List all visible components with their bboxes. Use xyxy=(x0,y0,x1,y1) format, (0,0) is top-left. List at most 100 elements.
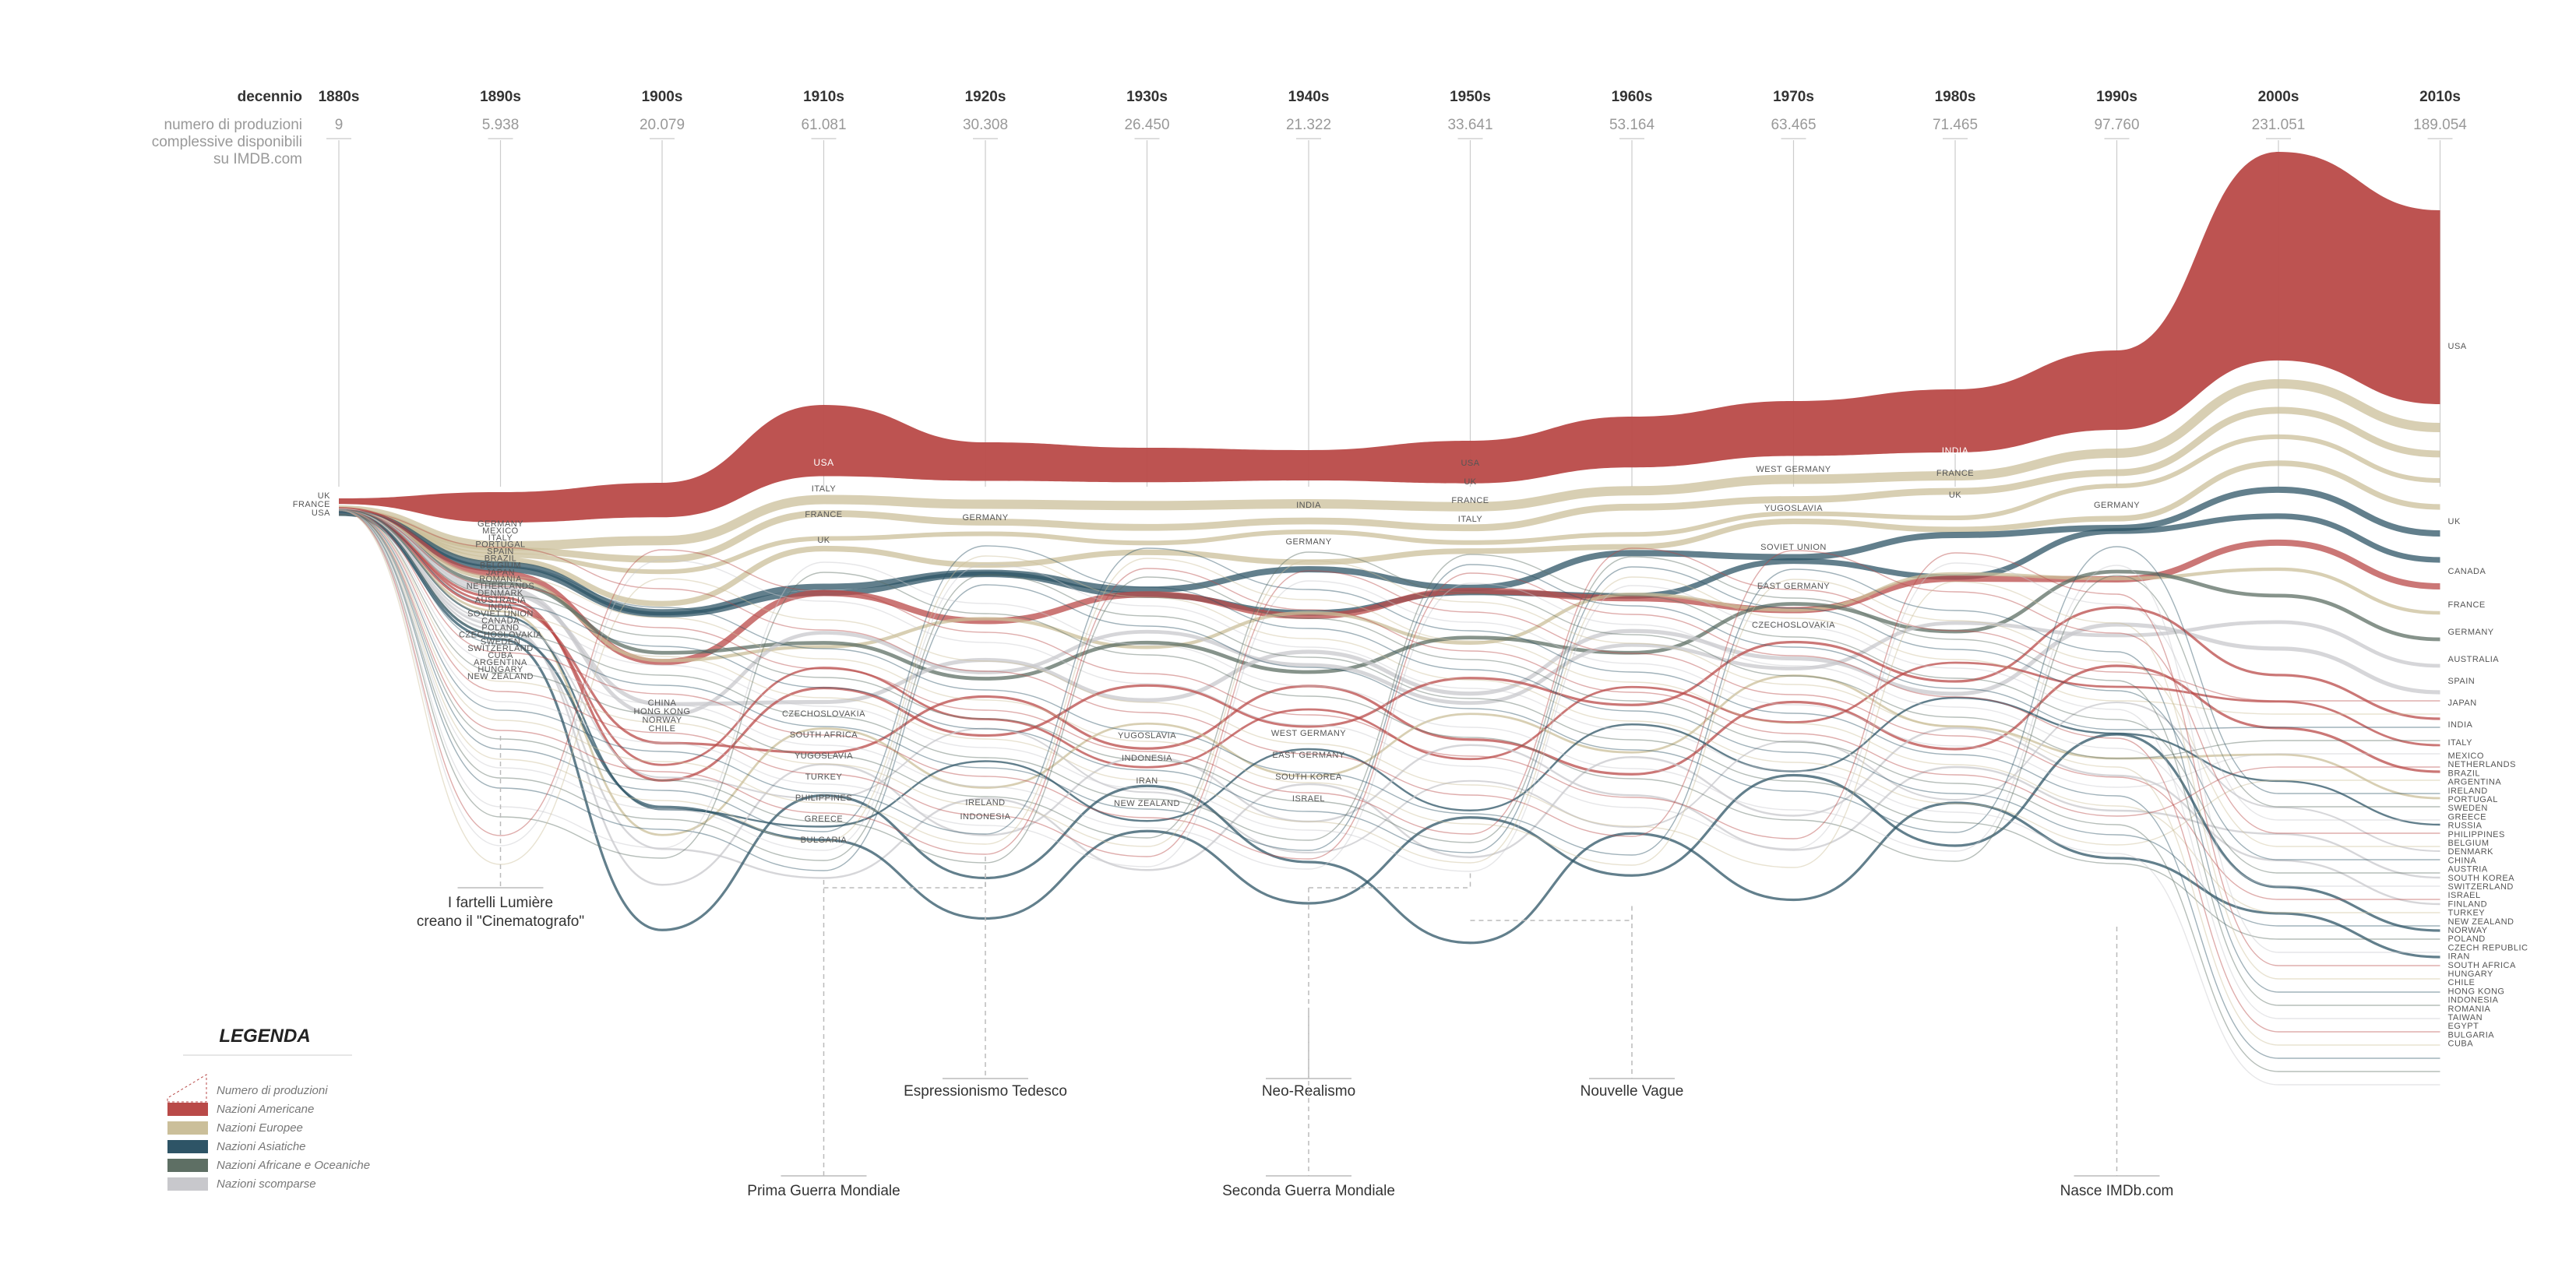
series-strand xyxy=(338,509,2440,851)
decade-total: 30.308 xyxy=(963,117,1008,133)
legend-swatch xyxy=(167,1159,208,1172)
country-label: NEW ZEALAND xyxy=(467,672,534,681)
legend-swatch xyxy=(167,1103,208,1116)
country-label: ROMANIA xyxy=(2448,1005,2491,1014)
country-label: USA xyxy=(813,457,833,468)
decade-guides xyxy=(326,138,2453,487)
series-strand xyxy=(338,509,2440,855)
event-label: Seconda Guerra Mondiale xyxy=(1222,1183,1395,1199)
country-label: JAPAN xyxy=(2448,699,2477,708)
series-strand xyxy=(338,509,2440,940)
country-label: TURKEY xyxy=(2448,909,2486,918)
country-flows xyxy=(338,152,2440,1086)
event-label: I fartelli Lumière xyxy=(448,895,553,911)
country-label: YUGOSLAVIA xyxy=(1764,504,1823,513)
country-label: FRANCE xyxy=(1936,469,1974,478)
country-label: GREECE xyxy=(2448,812,2486,822)
event-label: Nasce IMDb.com xyxy=(2060,1183,2174,1199)
country-label: INDIA xyxy=(1942,445,1969,456)
country-label: POLAND xyxy=(2448,934,2486,944)
decade-total: 5.938 xyxy=(482,117,520,133)
country-label: NORWAY xyxy=(2448,926,2488,935)
country-label: DENMARK xyxy=(477,589,523,598)
series-ribbon xyxy=(338,512,2440,886)
historical-events: I fartelli Lumière creano il "Cinematogra… xyxy=(417,736,2173,1199)
decade-total: 9 xyxy=(335,117,344,133)
country-label: CZECH REPUBLIC xyxy=(2448,943,2528,952)
country-label: ITALY xyxy=(812,484,837,494)
totals-header-label: numero di produzioni xyxy=(164,117,302,133)
decade-label: 1980s xyxy=(1935,89,1976,105)
series-ribbon xyxy=(338,406,2440,563)
country-label: CZECHOSLOVAKIA xyxy=(459,630,542,639)
totals-header-label: su IMDB.com xyxy=(213,151,302,167)
country-label: ISRAEL xyxy=(2448,891,2481,900)
country-label: BELGIUM xyxy=(2448,839,2490,848)
country-label: INDONESIA xyxy=(1122,754,1172,763)
country-label: AUSTRALIA xyxy=(2448,655,2500,664)
country-label: INDIA xyxy=(488,603,513,612)
series-strand xyxy=(338,509,2440,913)
decade-total: 20.079 xyxy=(640,117,685,133)
country-label: USA xyxy=(312,509,330,518)
series-strand xyxy=(338,509,2440,866)
country-label: HONG KONG xyxy=(2448,987,2505,996)
event-bracket xyxy=(1470,905,1633,921)
country-label: INDIA xyxy=(1296,501,1321,510)
decade-label: 1910s xyxy=(803,89,844,105)
country-label: FRANCE xyxy=(805,510,842,519)
country-label: GERMANY xyxy=(962,513,1008,523)
decade-label: 2010s xyxy=(2419,89,2461,105)
series-ribbon xyxy=(338,509,2440,828)
series-band-usa xyxy=(339,152,2440,523)
country-label: CUBA xyxy=(2448,1040,2474,1049)
country-label: CZECHOSLOVAKIA xyxy=(1752,621,1835,630)
series-strand xyxy=(338,509,2440,993)
decade-label: 1890s xyxy=(480,89,521,105)
decade-header: decennio numero di produzionicomplessive … xyxy=(152,89,2468,167)
event-label: Espressionismo Tedesco xyxy=(904,1083,1067,1100)
series-ribbon xyxy=(338,434,2440,575)
country-label: NEW ZEALAND xyxy=(1114,799,1180,808)
series-strand xyxy=(338,509,2440,874)
series-strand xyxy=(338,509,2440,871)
country-label: BRAZIL xyxy=(485,554,517,564)
series-ribbon xyxy=(338,510,2440,776)
country-label: CHILE xyxy=(2448,978,2476,987)
event-label: creano il "Cinematografo" xyxy=(417,913,584,930)
country-label: NORWAY xyxy=(642,716,682,725)
country-label: IRAN xyxy=(1136,776,1158,786)
country-label: WEST GERMANY xyxy=(1271,729,1346,738)
totals-header-label: complessive disponibili xyxy=(152,134,302,150)
country-label: SPAIN xyxy=(487,547,514,557)
decade-total: 26.450 xyxy=(1124,117,1169,133)
country-label: CANADA xyxy=(481,617,520,626)
series-ribbon xyxy=(338,378,2440,551)
decade-total: 231.051 xyxy=(2252,117,2306,133)
country-label: ROMANIA xyxy=(479,575,522,584)
country-label: IRAN xyxy=(2448,952,2470,962)
country-label: SOUTH AFRICA xyxy=(790,730,858,740)
series-ribbon xyxy=(338,460,2440,607)
series-strand xyxy=(338,509,2440,1033)
series-ribbon xyxy=(338,512,2440,836)
country-label: BULGARIA xyxy=(2448,1030,2495,1040)
country-label: NEW ZEALAND xyxy=(2448,917,2514,927)
series-ribbon xyxy=(338,510,2440,932)
country-label: UK xyxy=(2448,517,2461,526)
country-label: FINLAND xyxy=(2448,899,2488,909)
decade-label: 1950s xyxy=(1450,89,1491,105)
country-labels: UK FRANCE USA GERMANY MEXICO ITALY PORTUGALSPA… xyxy=(293,342,2528,1049)
country-label: PORTUGAL xyxy=(475,540,525,550)
country-label: USA xyxy=(2448,342,2467,351)
country-label: NETHERLANDS xyxy=(467,582,534,591)
decade-total: 71.465 xyxy=(1933,117,1978,133)
decade-total: 33.641 xyxy=(1447,117,1492,133)
country-label: GERMANY xyxy=(477,519,523,529)
country-label: TURKEY xyxy=(805,772,843,782)
country-label: MEXICO xyxy=(2448,751,2484,761)
event-bracket xyxy=(1309,872,1471,889)
country-label: FRANCE xyxy=(1451,496,1489,505)
country-label: RUSSIA xyxy=(2448,822,2483,831)
